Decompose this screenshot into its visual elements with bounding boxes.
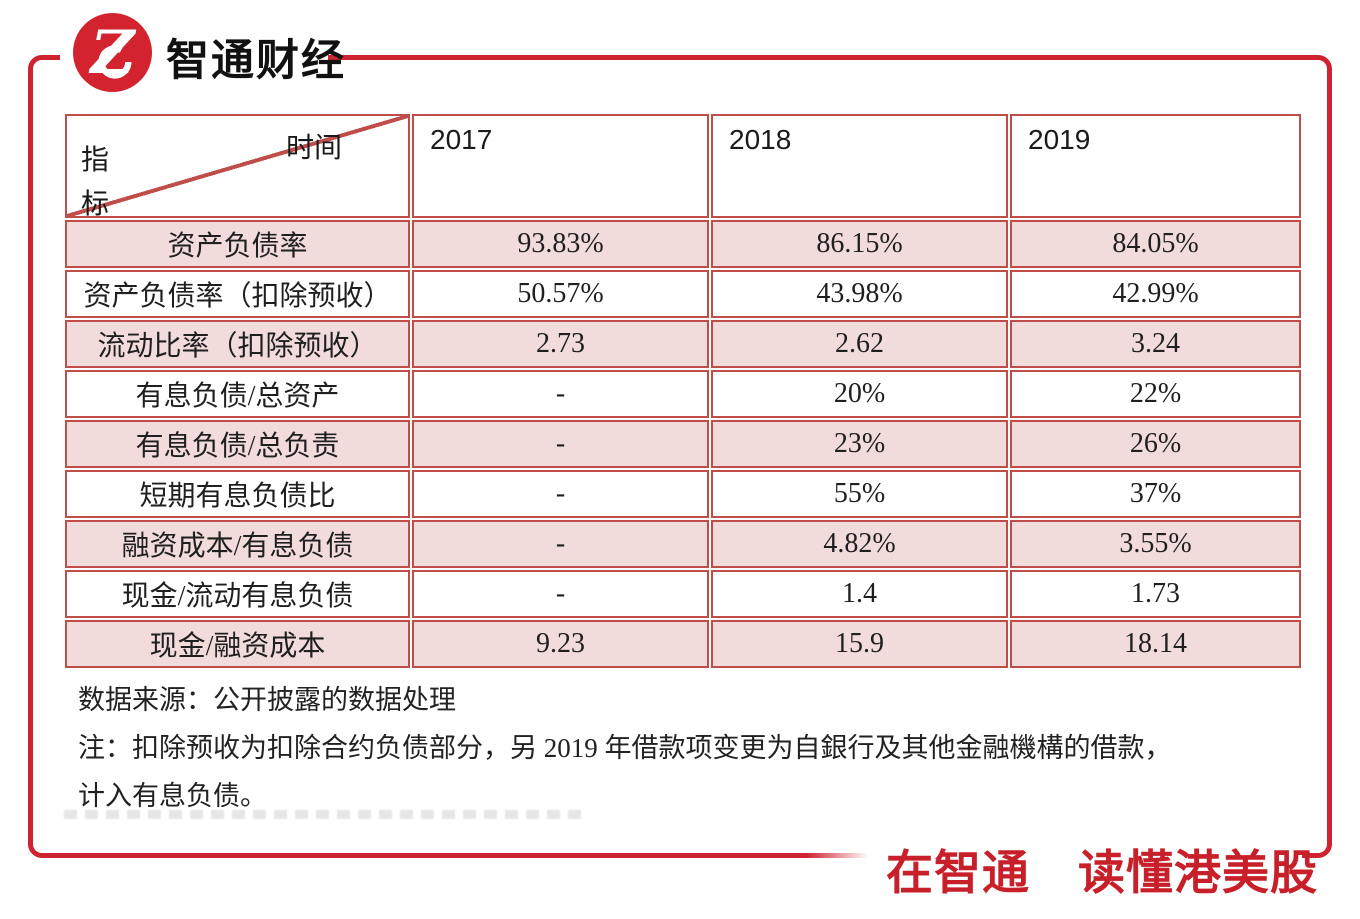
cell-value: - — [412, 470, 709, 518]
zhitong-logo-icon: Z — [73, 13, 152, 92]
cell-value: 93.83% — [412, 220, 709, 268]
column-header-2019: 2019 — [1010, 114, 1301, 218]
page-frame-border — [28, 55, 1332, 858]
data-source-note: 数据来源：公开披露的数据处理 — [78, 685, 456, 715]
corner-label-indicator: 指 标 — [81, 144, 110, 218]
column-header-2017: 2017 — [412, 114, 709, 218]
cell-value: 86.15% — [711, 220, 1008, 268]
cell-value: 1.4 — [711, 570, 1008, 618]
row-label: 流动比率（扣除预收） — [65, 320, 410, 368]
table-row: 现金/融资成本 9.23 15.9 18.14 — [65, 620, 1301, 668]
cell-value: 55% — [711, 470, 1008, 518]
row-label: 现金/融资成本 — [65, 620, 410, 668]
cell-value: - — [412, 370, 709, 418]
cell-value: 2.73 — [412, 320, 709, 368]
frame-border-fade — [806, 846, 880, 866]
row-label: 有息负债/总负责 — [65, 420, 410, 468]
frame-mask-bottom — [878, 846, 1302, 866]
table-row: 现金/流动有息负债 - 1.4 1.73 — [65, 570, 1301, 618]
cell-value: 84.05% — [1010, 220, 1301, 268]
corner-cell-time-indicator: 时间 指 标 — [65, 114, 410, 218]
row-label: 融资成本/有息负债 — [65, 520, 410, 568]
cell-value: - — [412, 520, 709, 568]
cell-value: - — [412, 420, 709, 468]
table-row: 资产负债率（扣除预收） 50.57% 43.98% 42.99% — [65, 270, 1301, 318]
cell-value: 22% — [1010, 370, 1301, 418]
financial-metrics-table: 时间 指 标 2017 2018 2019 资产负债率 93.83% 86.15… — [63, 112, 1303, 670]
cell-value: - — [412, 570, 709, 618]
footnote-line2: 计入有息负债。 — [78, 781, 267, 811]
cell-value: 15.9 — [711, 620, 1008, 668]
cell-value: 3.24 — [1010, 320, 1301, 368]
corner-label-time: 时间 — [285, 132, 342, 163]
cell-value: 2.62 — [711, 320, 1008, 368]
cell-value: 37% — [1010, 470, 1301, 518]
faded-watermark-text — [64, 810, 584, 819]
column-header-2018: 2018 — [711, 114, 1008, 218]
table-row: 短期有息负债比 - 55% 37% — [65, 470, 1301, 518]
row-label: 有息负债/总资产 — [65, 370, 410, 418]
footer-slogan: 在智通 读懂港美股 — [886, 846, 1318, 899]
cell-value: 42.99% — [1010, 270, 1301, 318]
row-label: 短期有息负债比 — [65, 470, 410, 518]
table-header-row: 时间 指 标 2017 2018 2019 — [65, 114, 1301, 218]
table-row: 流动比率（扣除预收） 2.73 2.62 3.24 — [65, 320, 1301, 368]
cell-value: 1.73 — [1010, 570, 1301, 618]
cell-value: 9.23 — [412, 620, 709, 668]
cell-value: 4.82% — [711, 520, 1008, 568]
cell-value: 50.57% — [412, 270, 709, 318]
footnote-line1: 注：扣除预收为扣除合约负债部分，另 2019 年借款项变更为自銀行及其他金融機構… — [78, 733, 1172, 763]
cell-value: 3.55% — [1010, 520, 1301, 568]
row-label: 现金/流动有息负债 — [65, 570, 410, 618]
row-label: 资产负债率（扣除预收） — [65, 270, 410, 318]
table-row: 融资成本/有息负债 - 4.82% 3.55% — [65, 520, 1301, 568]
cell-value: 43.98% — [711, 270, 1008, 318]
table-row: 有息负债/总资产 - 20% 22% — [65, 370, 1301, 418]
cell-value: 26% — [1010, 420, 1301, 468]
table-row: 资产负债率 93.83% 86.15% 84.05% — [65, 220, 1301, 268]
cell-value: 18.14 — [1010, 620, 1301, 668]
row-label: 资产负债率 — [65, 220, 410, 268]
cell-value: 23% — [711, 420, 1008, 468]
cell-value: 20% — [711, 370, 1008, 418]
table-row: 有息负债/总负责 - 23% 26% — [65, 420, 1301, 468]
table-notes: 数据来源：公开披露的数据处理 注：扣除预收为扣除合约负债部分，另 2019 年借… — [78, 676, 1172, 820]
brand-name: 智通财经 — [166, 37, 346, 85]
